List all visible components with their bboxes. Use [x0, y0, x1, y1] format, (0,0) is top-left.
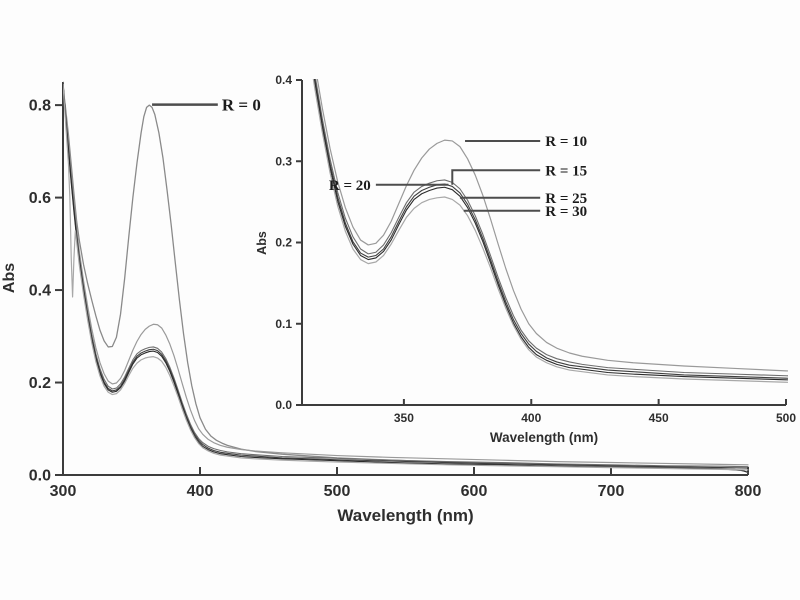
main-y-axis-title: Abs	[1, 263, 18, 293]
inset-curve-r=10	[316, 79, 788, 372]
inset-x-axis-title: Wavelength (nm)	[490, 430, 598, 445]
main-x-tick-label: 800	[735, 483, 762, 500]
main-curve-r=30	[63, 83, 749, 471]
inset-annotation-label-r=25: R = 25	[545, 191, 587, 207]
inset-curves	[312, 79, 788, 383]
main-y-tick-label: 0.2	[29, 375, 51, 392]
main-y-tick-label: 0.8	[29, 98, 51, 115]
inset-y-axis-title: Abs	[255, 231, 269, 255]
main-x-tick-label: 400	[187, 483, 214, 500]
inset-x-tick-label: 450	[649, 411, 669, 425]
main-x-tick-label: 600	[461, 483, 488, 500]
main-y-tick-label: 0.0	[29, 467, 51, 484]
inset-y-tick-label: 0.4	[275, 73, 292, 87]
inset-y-tick-label: 0.2	[275, 236, 292, 250]
inset-curve-r=20	[314, 79, 788, 379]
inset-annotation-line-r=15	[451, 169, 541, 185]
inset-chart: 350 400 450 500 0.0 0.1 0.2 0.3 0.4 Wavelength (n…	[255, 73, 796, 445]
inset-x-tick-label: 350	[394, 411, 414, 425]
main-x-axis-title: Wavelength (nm)	[337, 506, 473, 525]
inset-y-tick-label: 0.0	[275, 398, 292, 412]
main-x-tick-label: 700	[598, 483, 625, 500]
inset-annotation-label-r=30: R = 30	[545, 204, 587, 220]
main-curve-r=15	[63, 82, 749, 468]
inset-y-tick-label: 0.3	[275, 154, 292, 168]
inset-curve-r=25	[313, 79, 788, 381]
inset-x-tick-label: 400	[521, 411, 541, 425]
inset-x-tick-label: 500	[776, 411, 796, 425]
main-curves	[63, 81, 749, 474]
main-y-tick-label: 0.6	[29, 190, 51, 207]
main-chart: 300 400 500 600 700 800 0.0 0.2 0.4 0.6 0.8 Wavelen…	[1, 81, 762, 525]
main-x-tick-label: 500	[324, 483, 351, 500]
inset-annotation-label-r=15: R = 15	[545, 163, 587, 179]
inset-curve-r=30	[312, 79, 788, 383]
inset-y-tick-label: 0.1	[275, 317, 292, 331]
main-x-tick-label: 300	[50, 483, 77, 500]
inset-annotation-label-r=10: R = 10	[545, 134, 587, 150]
inset-annotation-label-r=20: R = 20	[329, 178, 371, 194]
inset-curve-r=15	[315, 79, 788, 377]
main-y-tick-label: 0.4	[29, 282, 51, 299]
main-annotation-label-r=0: R = 0	[222, 95, 261, 114]
main-curve-r=10	[63, 81, 749, 466]
